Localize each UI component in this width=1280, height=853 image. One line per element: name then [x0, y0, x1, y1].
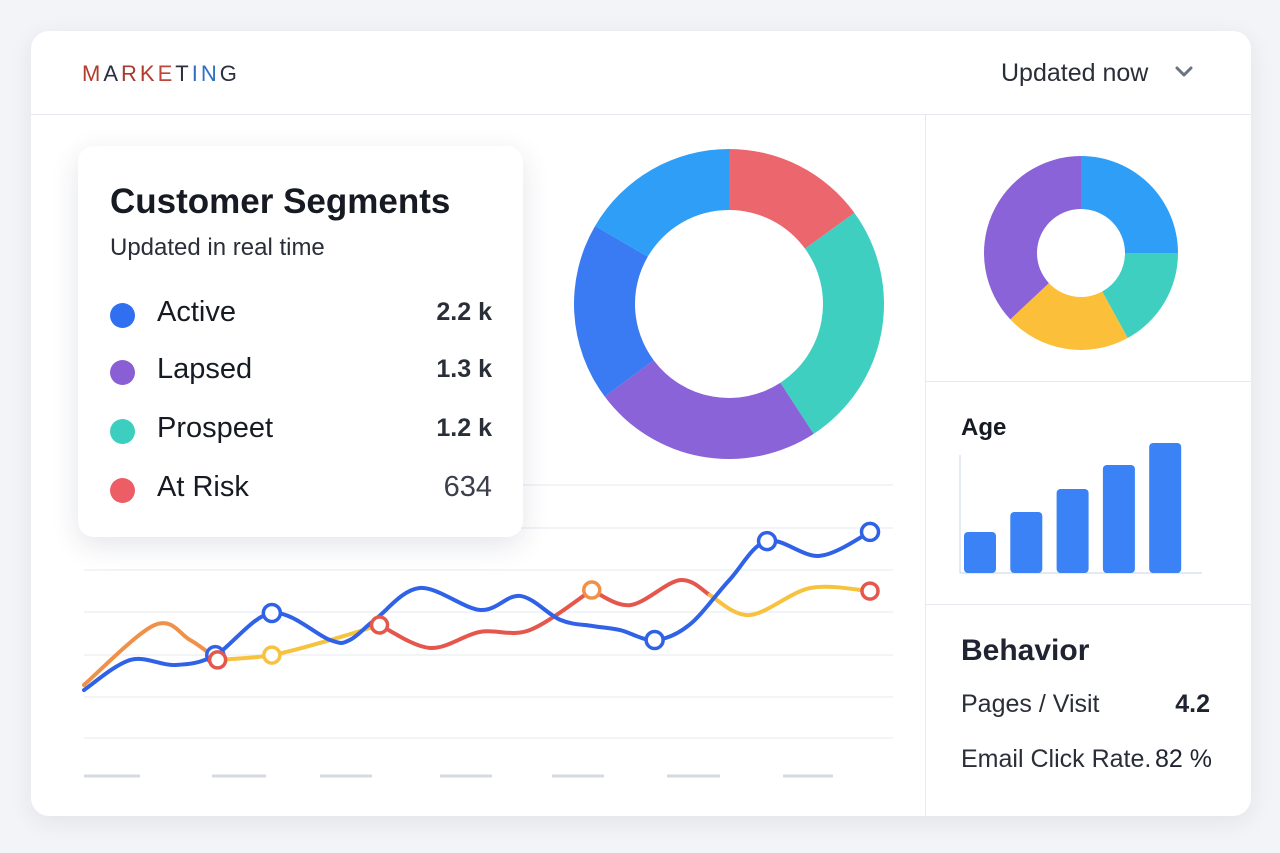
panel-divider: [926, 604, 1251, 605]
trend-line-secondary: [707, 584, 872, 618]
segment-label: Active: [157, 296, 236, 328]
behavior-title: Behavior: [961, 634, 1090, 667]
segment-label: Lapsed: [157, 353, 253, 385]
segments-donut-slice: [729, 149, 855, 249]
trend-line-secondary: [82, 621, 220, 687]
trend-marker: [582, 580, 602, 600]
age-bar: [964, 532, 996, 573]
at-risk-dot-icon: [110, 478, 135, 503]
pages-per-visit-value: 4.2: [1175, 690, 1210, 718]
segment-row-at-risk[interactable]: At Risk 634: [110, 471, 492, 507]
trend-marker: [369, 615, 390, 635]
segment-value: 1.3 k: [436, 355, 492, 383]
logo-letter: R: [121, 61, 140, 86]
chevron-down-icon[interactable]: [1174, 65, 1194, 79]
mini-donut-slice: [1081, 156, 1178, 253]
logo-letter: E: [157, 61, 176, 86]
mini-donut-slice: [1102, 253, 1178, 339]
trend-line-primary: [82, 529, 872, 693]
segments-donut-slice: [595, 149, 729, 257]
segment-label: At Risk: [157, 471, 249, 503]
logo-letter: A: [103, 61, 122, 86]
segments-title: Customer Segments: [110, 182, 451, 221]
trend-marker: [860, 581, 880, 601]
email-click-rate-label: Email Click Rate.: [961, 745, 1152, 773]
logo-letter: N: [200, 61, 220, 86]
segments-donut-slice: [573, 225, 654, 397]
trend-marker: [859, 521, 881, 543]
logo-letter: G: [219, 61, 240, 86]
customer-segments-card: Customer Segments Updated in real time A…: [78, 146, 523, 537]
segment-value: 2.2 k: [436, 298, 492, 326]
age-bar: [1056, 489, 1089, 573]
updated-dropdown[interactable]: Updated now: [1001, 59, 1149, 87]
trend-marker: [756, 530, 778, 552]
logo-letter: M: [82, 61, 104, 86]
age-title: Age: [961, 414, 1007, 441]
prospect-dot-icon: [110, 419, 135, 444]
pages-per-visit-label: Pages / Visit: [961, 690, 1100, 718]
segments-donut-slice: [604, 360, 814, 459]
age-bar: [1102, 465, 1135, 573]
segment-row-prospect[interactable]: Prospeet 1.2 k: [110, 412, 492, 448]
trend-marker: [262, 645, 282, 665]
segments-subtitle: Updated in real time: [110, 234, 325, 261]
trend-marker: [207, 650, 228, 670]
segment-value: 634: [443, 471, 492, 503]
marketing-logo: MARKETING: [82, 61, 240, 87]
mini-donut-slice: [1010, 283, 1128, 350]
segment-label: Prospeet: [157, 412, 274, 444]
trend-line-secondary: [589, 578, 712, 608]
segment-value: 1.2 k: [436, 414, 492, 442]
logo-letter: T: [175, 61, 192, 86]
panel-divider: [925, 115, 926, 816]
trend-marker: [261, 602, 283, 624]
lapsed-dot-icon: [110, 360, 135, 385]
age-bar: [1010, 512, 1043, 573]
logo-letter: I: [191, 61, 201, 86]
segments-donut-slice: [780, 212, 885, 434]
mini-donut-slice: [984, 156, 1081, 320]
active-dot-icon: [110, 303, 135, 328]
age-bar: [1149, 443, 1182, 573]
logo-letter: K: [139, 61, 158, 86]
panel-divider: [926, 381, 1251, 382]
segment-row-active[interactable]: Active 2.2 k: [110, 296, 492, 332]
trend-marker: [644, 629, 665, 651]
segment-row-lapsed[interactable]: Lapsed 1.3 k: [110, 353, 492, 389]
email-click-rate-value: 82 %: [1155, 745, 1212, 773]
header-divider: [31, 114, 1251, 115]
